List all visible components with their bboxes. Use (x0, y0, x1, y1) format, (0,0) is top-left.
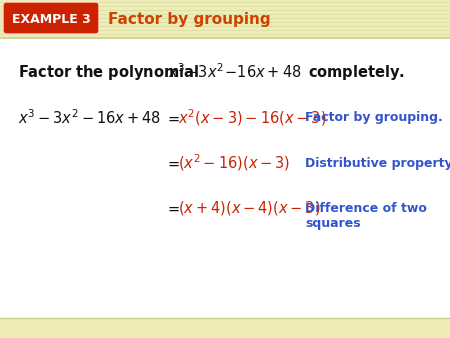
Text: Factor by grouping.: Factor by grouping. (305, 112, 443, 124)
Text: $=$: $=$ (165, 200, 180, 216)
Bar (0, 318, 450, 338)
Text: EXAMPLE 3: EXAMPLE 3 (12, 13, 90, 26)
Text: $(x^2-16)(x-3)$: $(x^2-16)(x-3)$ (178, 153, 290, 173)
Text: Difference of two: Difference of two (305, 201, 427, 215)
Text: $(x+4)(x-4)(x-3)$: $(x+4)(x-4)(x-3)$ (178, 199, 321, 217)
Text: $=$: $=$ (165, 155, 180, 170)
Text: $\mathbf{Factor\ the\ polynomial}$: $\mathbf{Factor\ the\ polynomial}$ (18, 63, 199, 81)
Text: Factor by grouping: Factor by grouping (108, 12, 270, 27)
Text: $x^3\!-\!3x^2\!-\!16x+48$: $x^3\!-\!3x^2\!-\!16x+48$ (168, 63, 302, 81)
Bar (0, 38, 450, 338)
FancyBboxPatch shape (3, 2, 99, 34)
Text: Distributive property: Distributive property (305, 156, 450, 169)
Text: squares: squares (305, 217, 360, 231)
Text: $x^2(x-3)-16(x-3)$: $x^2(x-3)-16(x-3)$ (178, 107, 327, 128)
Bar (0, 0, 450, 38)
Text: $x^3-3x^2-16x+48$: $x^3-3x^2-16x+48$ (18, 108, 161, 127)
Text: $=$: $=$ (165, 111, 180, 125)
Text: $\mathbf{completely.}$: $\mathbf{completely.}$ (308, 63, 405, 81)
